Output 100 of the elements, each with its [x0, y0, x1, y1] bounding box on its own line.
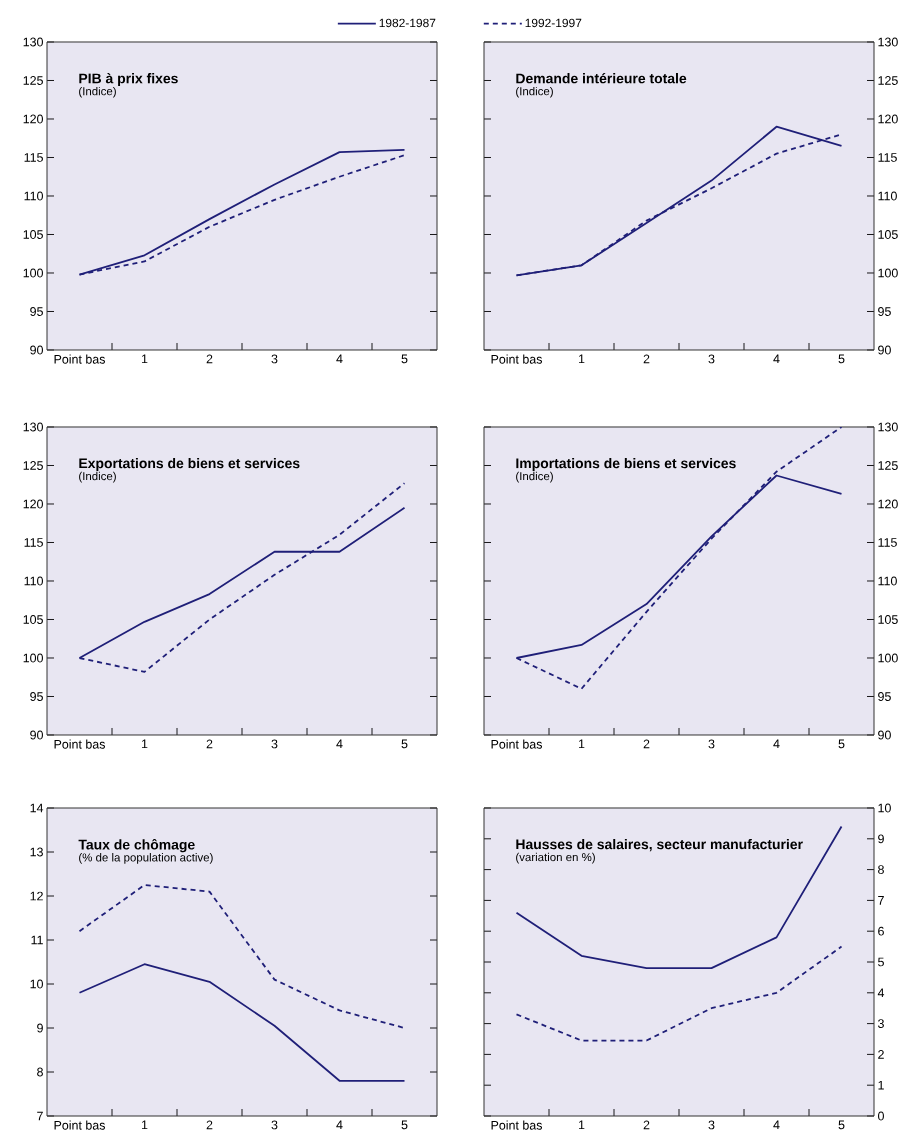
y-tick-label: 100 [23, 653, 43, 663]
y-tick-label: 105 [878, 230, 898, 239]
y-tick-label: 100 [878, 653, 898, 663]
y-tick-label: 10 [878, 803, 891, 813]
x-tick-label: 5 [401, 354, 408, 364]
y-tick-label: 95 [30, 692, 43, 701]
x-tick-label: 3 [271, 739, 278, 749]
y-tick-label: 120 [878, 499, 898, 509]
y-tick-label: 130 [878, 422, 898, 432]
y-tick-label: 9 [878, 834, 884, 844]
y-tick-label: 110 [878, 191, 897, 201]
text: (Indice) [516, 86, 553, 98]
text: PIB à prix fixes [79, 72, 178, 87]
x-tick-label: 3 [271, 354, 278, 364]
y-tick-label: 110 [878, 576, 897, 586]
x-tick-label: 3 [708, 354, 715, 364]
x-tick-label: 1 [141, 739, 148, 749]
y-tick-label: 9 [37, 1023, 43, 1033]
x-tick-label: 5 [838, 1120, 845, 1130]
x-tick-label: 2 [206, 1120, 213, 1130]
y-tick-label: 0 [878, 1111, 884, 1121]
y-tick-label: 3 [878, 1019, 884, 1029]
x-tick-label: 5 [838, 739, 845, 749]
text: (Indice) [516, 471, 553, 483]
x-tick-label: 4 [773, 739, 780, 749]
line-series [515, 945, 843, 1042]
x-tick-label: 5 [401, 1120, 408, 1130]
legend-label: 1982-1987 [379, 18, 436, 28]
y-tick-label: 6 [878, 926, 884, 936]
x-tick-label: 1 [141, 1120, 148, 1130]
text: Importations de biens et services [516, 458, 736, 471]
x-tick-label: 2 [206, 354, 213, 364]
line-series [78, 963, 406, 1082]
x-tick-label: 1 [579, 1120, 585, 1130]
text: Demande intérieure totale [516, 72, 687, 84]
y-tick-label: 125 [23, 76, 43, 85]
y-tick-label: 115 [878, 538, 897, 547]
y-tick-label: 125 [23, 461, 43, 470]
text: Hausses de salaires, secteur manufacturier [516, 839, 803, 852]
x-tick-label: 2 [206, 739, 213, 749]
y-tick-label: 110 [24, 576, 43, 586]
y-tick-label: 105 [23, 615, 43, 624]
y-tick-label: 14 [30, 803, 44, 813]
y-tick-label: 90 [30, 730, 43, 740]
y-tick-label: 130 [878, 37, 898, 47]
text: (variation en %) [516, 852, 595, 864]
y-tick-label: 100 [23, 268, 43, 278]
x-tick-label: Point bas [54, 354, 105, 364]
x-tick-label: 1 [579, 354, 585, 364]
text: Taux de chômage [78, 839, 195, 853]
y-tick-label: 125 [878, 461, 898, 470]
x-tick-label: 4 [336, 739, 343, 749]
x-tick-label: 1 [579, 739, 585, 749]
x-tick-label: Point bas [491, 739, 542, 749]
y-tick-label: 115 [24, 153, 43, 162]
line-series [515, 825, 843, 970]
x-tick-label: Point bas [491, 354, 542, 364]
y-tick-label: 90 [878, 345, 891, 355]
x-tick-label: 4 [773, 1120, 780, 1130]
y-tick-label: 8 [37, 1067, 43, 1077]
text: (Indice) [79, 471, 116, 483]
x-tick-label: 5 [401, 739, 408, 749]
x-tick-label: 2 [643, 739, 650, 749]
y-tick-label: 1 [878, 1080, 884, 1090]
y-tick-label: 120 [878, 114, 898, 124]
line-series [78, 884, 406, 1029]
y-tick-label: 2 [878, 1050, 884, 1059]
x-tick-label: 3 [271, 1120, 278, 1130]
y-tick-label: 115 [24, 538, 43, 547]
y-tick-label: 110 [24, 191, 43, 201]
x-tick-label: Point bas [54, 1120, 105, 1130]
y-tick-label: 90 [30, 345, 43, 355]
y-tick-label: 115 [878, 153, 897, 162]
legend-label: 1992-1997 [525, 18, 582, 28]
y-tick-label: 11 [31, 935, 43, 945]
y-tick-label: 13 [30, 847, 43, 857]
y-tick-label: 100 [878, 268, 898, 278]
y-tick-label: 105 [878, 615, 898, 624]
x-tick-label: 1 [141, 354, 148, 364]
x-tick-label: 5 [838, 354, 845, 364]
y-tick-label: 5 [878, 957, 884, 967]
y-tick-label: 10 [30, 979, 43, 989]
text: (Indice) [79, 86, 116, 98]
x-tick-label: 4 [773, 354, 780, 364]
y-tick-label: 105 [23, 230, 43, 239]
y-tick-label: 7 [878, 896, 884, 905]
x-tick-label: 4 [336, 1120, 343, 1130]
x-tick-label: 2 [643, 1120, 650, 1130]
x-tick-label: 3 [708, 739, 715, 749]
y-tick-label: 120 [23, 499, 43, 509]
y-tick-label: 4 [877, 988, 885, 998]
y-tick-label: 90 [878, 730, 891, 740]
x-tick-label: 2 [643, 354, 650, 364]
x-tick-label: Point bas [491, 1120, 542, 1130]
text: Exportations de biens et services [79, 458, 300, 471]
y-tick-label: 130 [23, 422, 43, 432]
y-tick-label: 12 [30, 891, 43, 901]
y-tick-label: 130 [23, 37, 43, 47]
y-tick-label: 8 [878, 865, 884, 875]
text: (% de la population active) [79, 853, 213, 864]
